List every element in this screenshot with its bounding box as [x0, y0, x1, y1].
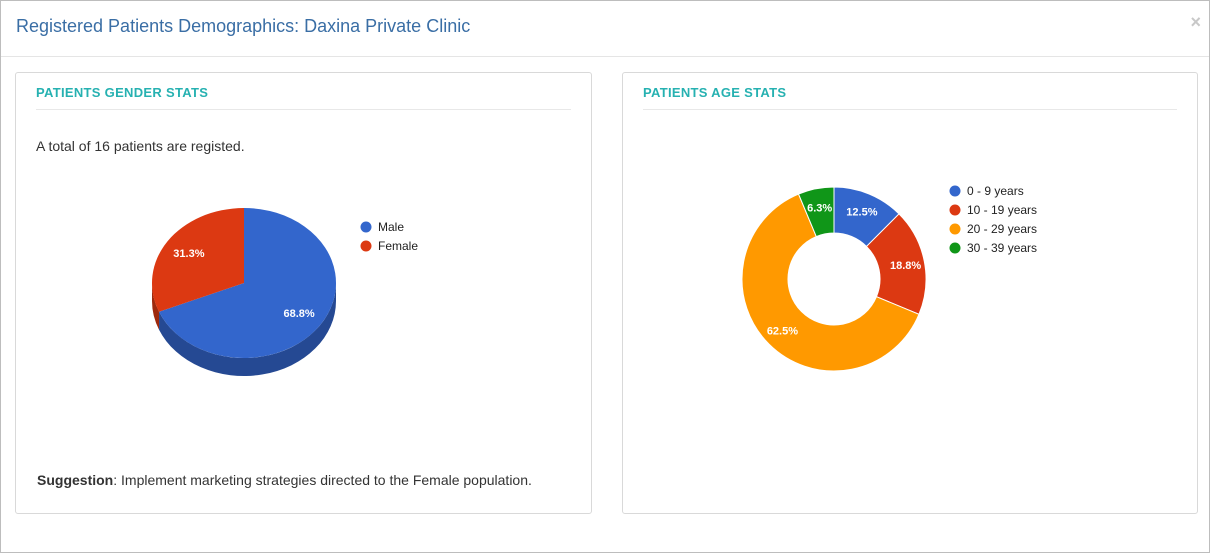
total-patients-text: A total of 16 patients are registed.: [36, 138, 245, 154]
age-stats-panel: PATIENTS AGE STATS 12.5% 18.8% 62.5% 6.3% 0 …: [622, 72, 1198, 514]
divider: [643, 109, 1177, 110]
age-legend-label: 10 - 19 years: [967, 203, 1037, 217]
gender-panel-title: PATIENTS GENDER STATS: [36, 85, 209, 100]
age-legend-label: 20 - 29 years: [967, 222, 1037, 236]
age-legend-label: 0 - 9 years: [967, 184, 1024, 198]
close-icon[interactable]: ×: [1190, 12, 1201, 32]
age-panel-title: PATIENTS AGE STATS: [643, 85, 787, 100]
donut-data-label: 12.5%: [846, 207, 877, 219]
donut-data-label: 6.3%: [807, 202, 832, 214]
suggestion-label: Suggestion: [37, 472, 114, 488]
pie-data-label: 68.8%: [283, 308, 314, 320]
donut-slice: [741, 193, 920, 372]
pie-slice-female: [151, 208, 244, 312]
age-legend-marker: [949, 242, 961, 254]
age-legend-marker: [949, 185, 961, 197]
divider: [36, 109, 571, 110]
gender-legend-marker: [360, 221, 372, 233]
suggestion-body: : Implement marketing strategies directe…: [113, 472, 532, 488]
gender-legend-marker: [360, 240, 372, 252]
modal-header: Registered Patients Demographics: Daxina…: [1, 1, 1209, 57]
pie-slice-male: [159, 208, 336, 359]
age-legend-marker: [949, 223, 961, 235]
suggestion-text: Suggestion: Implement marketing strategi…: [37, 472, 532, 488]
pie-data-label: 31.3%: [173, 248, 204, 260]
donut-data-label: 18.8%: [890, 260, 921, 272]
gender-legend-label: Female: [378, 239, 418, 253]
modal-title: Registered Patients Demographics: Daxina…: [16, 16, 471, 36]
age-legend-marker: [949, 204, 961, 216]
donut-data-label: 62.5%: [767, 326, 798, 338]
gender-legend-label: Male: [378, 220, 404, 234]
age-legend-label: 30 - 39 years: [967, 241, 1037, 255]
pie-slice-side: [152, 283, 160, 330]
pie-slice-side: [159, 283, 336, 377]
donut-slice: [797, 186, 835, 238]
gender-pie-chart: 68.8% 31.3% Male Female: [151, 208, 418, 377]
age-donut-chart: 12.5% 18.8% 62.5% 6.3% 0 - 9 years 10 - 19 ye…: [741, 184, 1037, 372]
gender-stats-panel: PATIENTS GENDER STATS A total of 16 pati…: [15, 72, 592, 514]
